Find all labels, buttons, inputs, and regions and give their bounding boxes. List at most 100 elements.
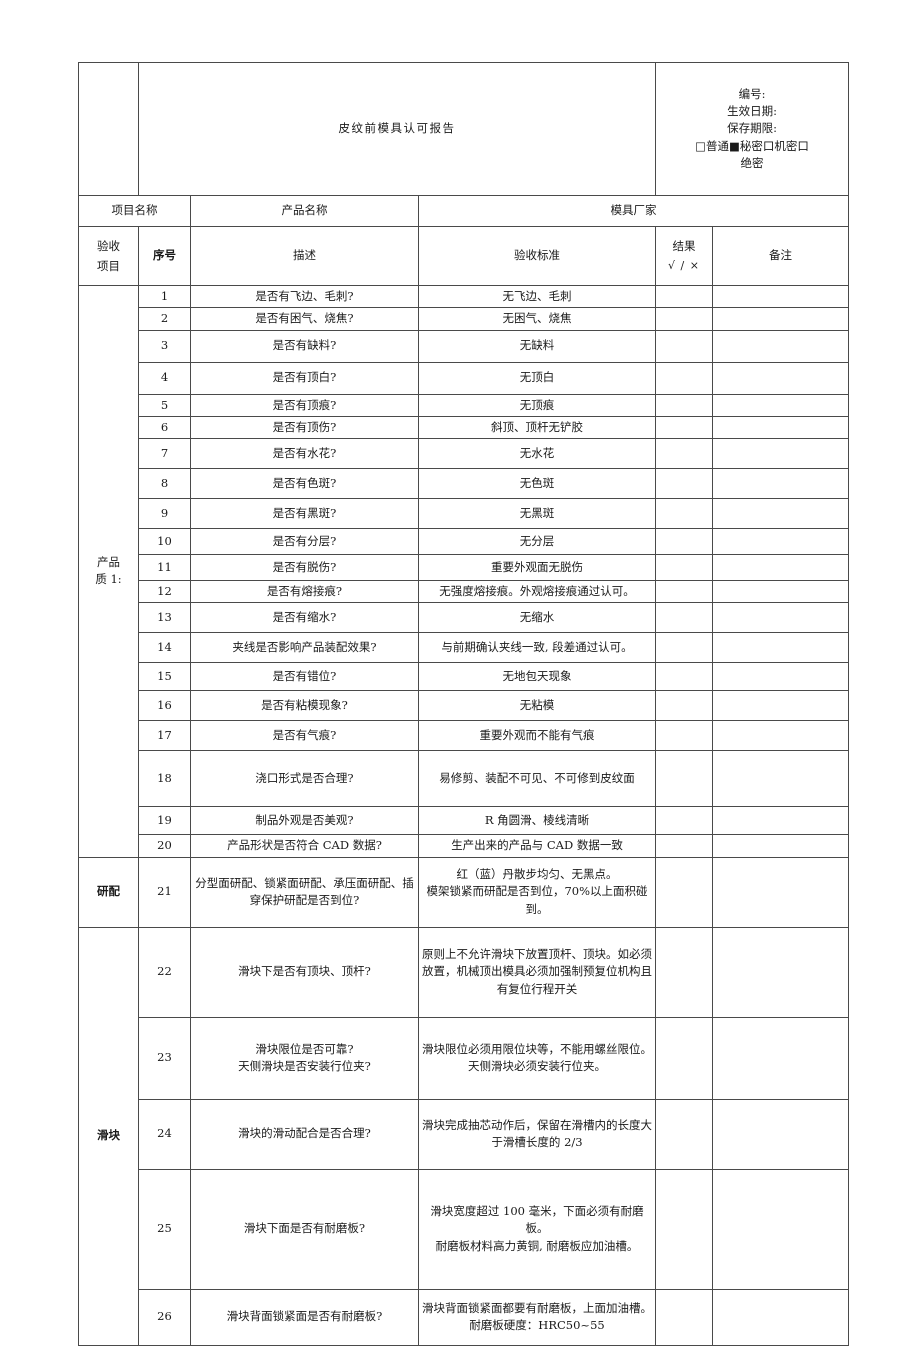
- cell-result[interactable]: [655, 856, 714, 928]
- table-row: 滑块 22 滑块下是否有顶块、顶杆? 原则上不允许滑块下放置顶杆、顶块。如必须放置，机…: [78, 926, 850, 1346]
- cell-result[interactable]: [655, 361, 714, 395]
- cell-serial: 21: [138, 856, 191, 928]
- cell-result[interactable]: [655, 307, 714, 331]
- cell-standard: 滑块背面锁紧面都要有耐磨板，上面加油槽。耐磨板硬度：HRC50~55: [417, 1288, 657, 1346]
- cell-remark[interactable]: [712, 1168, 850, 1290]
- category-slider: 滑块: [78, 926, 139, 1346]
- cell-serial: 23: [138, 1016, 191, 1100]
- col-header-category-line2: 项目: [97, 259, 120, 273]
- table-row: 4 是否有顶白? 无顶白: [79, 361, 850, 395]
- cell-remark[interactable]: [712, 834, 850, 858]
- cell-remark[interactable]: [712, 329, 850, 363]
- cell-serial: 5: [138, 393, 191, 417]
- product-name-label: 产品名称: [190, 195, 419, 227]
- cell-result[interactable]: [655, 1288, 714, 1346]
- cell-description: 滑块下是否有顶块、顶杆?: [190, 926, 419, 1018]
- cell-result[interactable]: [655, 1098, 714, 1170]
- cell-remark[interactable]: [712, 662, 850, 692]
- cell-result[interactable]: [655, 415, 714, 440]
- cell-remark[interactable]: [712, 602, 850, 634]
- cell-remark[interactable]: [712, 468, 850, 499]
- table-row: 24 滑块的滑动配合是否合理? 滑块完成抽芯动作后，保留在滑槽内的长度大于滑槽长度的…: [79, 1098, 850, 1170]
- cell-remark[interactable]: [712, 361, 850, 395]
- cell-remark[interactable]: [712, 926, 850, 1018]
- cell-standard: 滑块宽度超过 100 毫米，下面必须有耐磨板。 耐磨板材料高力黄铜, 耐磨板应加油…: [417, 1168, 657, 1290]
- cell-remark[interactable]: [712, 498, 850, 529]
- cell-remark[interactable]: [712, 856, 850, 928]
- cell-description: 是否有分层?: [190, 528, 419, 555]
- cell-remark[interactable]: [712, 528, 850, 555]
- cell-result[interactable]: [655, 662, 714, 692]
- cell-result[interactable]: [655, 690, 714, 722]
- cell-result[interactable]: [655, 1168, 714, 1290]
- document-meta-block: 编号: 生效日期: 保存期限: □普通■秘密口机密口 绝密: [655, 62, 850, 196]
- cell-remark[interactable]: [712, 415, 850, 440]
- cell-description: 产品形状是否符合 CAD 数据?: [190, 834, 419, 858]
- cell-description: 是否有脱伤?: [190, 554, 419, 581]
- cell-result[interactable]: [655, 750, 714, 808]
- cell-result[interactable]: [655, 720, 714, 752]
- cell-description: 是否有顶痕?: [190, 393, 419, 417]
- cell-result[interactable]: [655, 926, 714, 1018]
- cell-description: 是否有水花?: [190, 438, 419, 469]
- cell-remark[interactable]: [712, 1016, 850, 1100]
- cell-standard: 无顶痕: [417, 393, 657, 417]
- table-row: 13 是否有缩水? 无缩水: [79, 602, 850, 634]
- cell-remark[interactable]: [712, 554, 850, 581]
- cell-remark[interactable]: [712, 1288, 850, 1346]
- table-row: 5 是否有顶痕? 无顶痕: [79, 393, 850, 417]
- cell-result[interactable]: [655, 438, 714, 469]
- cell-remark[interactable]: [712, 307, 850, 331]
- table-row: 6 是否有顶伤? 斜顶、顶杆无铲胶: [79, 415, 850, 440]
- cell-remark[interactable]: [712, 579, 850, 604]
- cell-description: 浇口形式是否合理?: [190, 750, 419, 808]
- cell-description: 是否有缩水?: [190, 602, 419, 634]
- cell-result[interactable]: [655, 498, 714, 529]
- table-row: 20 产品形状是否符合 CAD 数据? 生产出来的产品与 CAD 数据一致: [79, 834, 850, 858]
- cell-serial: 10: [138, 528, 191, 555]
- cell-serial: 12: [138, 579, 191, 604]
- col-header-serial: 序号: [138, 226, 191, 286]
- cell-serial: 9: [138, 498, 191, 529]
- col-header-result-line2: √ / ×: [668, 259, 700, 273]
- cell-serial: 11: [138, 554, 191, 581]
- cell-serial: 13: [138, 602, 191, 634]
- classification-checkbox-row[interactable]: □普通■秘密口机密口: [695, 138, 809, 153]
- cell-result[interactable]: [655, 329, 714, 363]
- cell-remark[interactable]: [712, 690, 850, 722]
- table-row: 9 是否有黑斑? 无黑斑: [79, 498, 850, 529]
- cell-standard: 滑块限位必须用限位块等，不能用螺丝限位。 天侧滑块必须安装行位夹。: [417, 1016, 657, 1100]
- cell-description: 是否有熔接痕?: [190, 579, 419, 604]
- cell-standard: 原则上不允许滑块下放置顶杆、顶块。如必须放置，机械顶出模具必须加强制预复位机构且…: [417, 926, 657, 1018]
- cell-description: 制品外观是否美观?: [190, 806, 419, 836]
- cell-standard: 重要外观面无脱伤: [417, 554, 657, 581]
- cell-remark[interactable]: [712, 284, 850, 309]
- cell-result[interactable]: [655, 834, 714, 858]
- cell-remark[interactable]: [712, 1098, 850, 1170]
- cell-remark[interactable]: [712, 632, 850, 664]
- cell-remark[interactable]: [712, 750, 850, 808]
- cell-result[interactable]: [655, 554, 714, 581]
- table-row: 2 是否有困气、烧焦? 无困气、烧焦: [79, 307, 850, 331]
- cell-standard: 无强度熔接痕。外观熔接痕通过认可。: [417, 579, 657, 604]
- table-row: 研配 21 分型面研配、锁紧面研配、承压面研配、插穿保护研配是否到位? 红（蓝）丹散步…: [78, 856, 850, 928]
- cell-remark[interactable]: [712, 806, 850, 836]
- category-product-quality-line1: 产品: [97, 555, 120, 569]
- cell-serial: 2: [138, 307, 191, 331]
- cell-result[interactable]: [655, 468, 714, 499]
- cell-standard: 易修剪、装配不可见、不可修到皮纹面: [417, 750, 657, 808]
- cell-result[interactable]: [655, 1016, 714, 1100]
- inspection-report-table: 皮纹前模具认可报告 编号: 生效日期: 保存期限: □普通■秘密口机密口 绝密 …: [78, 62, 850, 1346]
- cell-remark[interactable]: [712, 438, 850, 469]
- cell-remark[interactable]: [712, 720, 850, 752]
- cell-result[interactable]: [655, 632, 714, 664]
- cell-result[interactable]: [655, 393, 714, 417]
- cell-result[interactable]: [655, 579, 714, 604]
- cell-result[interactable]: [655, 602, 714, 634]
- cell-result[interactable]: [655, 284, 714, 309]
- cell-remark[interactable]: [712, 393, 850, 417]
- cell-serial: 19: [138, 806, 191, 836]
- cell-result[interactable]: [655, 806, 714, 836]
- cell-result[interactable]: [655, 528, 714, 555]
- cell-standard: 无水花: [417, 438, 657, 469]
